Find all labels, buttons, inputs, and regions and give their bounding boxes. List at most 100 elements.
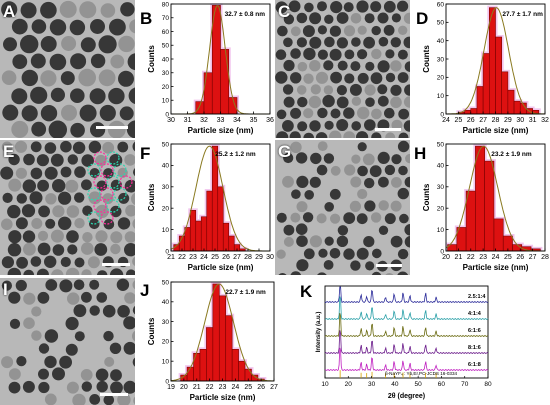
- x-tick-label: 60: [438, 381, 446, 388]
- y-tick-label: 10: [162, 227, 170, 234]
- x-tick-label: 70: [461, 381, 469, 388]
- y-tick-label: 80: [162, 1, 170, 8]
- histogram-bar: [465, 190, 476, 252]
- tem-particles-i: [0, 278, 135, 405]
- xrd-series-label: 6:1:6: [468, 328, 481, 334]
- histogram-j: 19 20 21 22 23 24 25 26 27 0 10 20 30 40 50 Particle si…: [137, 278, 279, 405]
- panel-label-c: C: [278, 2, 291, 21]
- histogram-bar: [184, 227, 191, 252]
- y-tick-label: 20: [162, 84, 170, 91]
- x-tick-label: 22: [206, 384, 214, 391]
- panel-label-d: D: [416, 9, 429, 28]
- x-tick-label: 31: [529, 117, 537, 124]
- tem-image-i: I: [0, 278, 135, 405]
- x-tick-label: 30: [516, 117, 524, 124]
- histogram-bar: [212, 283, 220, 382]
- gaussian-fit: [170, 145, 270, 252]
- histogram-d-plot: 24 25 26 27 28 29 30 31 32 0 10 20 30 40 50 60 Particle …: [422, 1, 549, 135]
- tem-particles-g: [275, 140, 410, 275]
- histogram-bar: [206, 327, 214, 382]
- x-tick-label: 25: [244, 384, 252, 391]
- histogram-bar: [220, 49, 230, 115]
- reference-label: β-NaYF₄ : Yb,Er,PC-JCDS 16-0334: [385, 371, 458, 376]
- tem-image-e: E: [0, 140, 135, 275]
- x-tick-label: 29: [504, 117, 512, 124]
- x-tick-label: 24: [492, 254, 500, 261]
- x-tick-label: 28: [244, 254, 252, 261]
- x-tick-label: 27: [479, 117, 487, 124]
- histogram-h: 20 21 22 23 24 25 26 27 28 0 10 20 30 40 50 Particle si…: [412, 140, 550, 275]
- panel-label-e: E: [3, 142, 15, 161]
- histogram-bar: [186, 366, 194, 382]
- histogram-bar: [195, 220, 202, 252]
- histogram-bar: [475, 145, 485, 252]
- xrd-trace: [324, 347, 489, 372]
- x-tick-label: 29: [255, 254, 263, 261]
- x-tick-label: 20: [180, 384, 188, 391]
- size-annotation: 23.2 ± 1.9 nm: [491, 151, 532, 158]
- x-tick-label: 30: [266, 254, 274, 261]
- y-tick-label: 40: [437, 38, 445, 45]
- histogram-bar: [199, 349, 207, 382]
- y-tick-label: 30: [162, 319, 170, 326]
- y-tick-label: 0: [165, 248, 169, 255]
- y-tick-label: 60: [437, 1, 445, 8]
- histogram-d: 24 25 26 27 28 29 30 31 32 0 10 20 30 40 50 60 Particle …: [412, 0, 550, 138]
- y-axis-label: Counts: [147, 183, 156, 211]
- x-axis-label: Particle size (nm): [463, 263, 529, 272]
- y-tick-label: 10: [162, 98, 170, 105]
- histogram-bar: [189, 210, 197, 252]
- histogram-bar: [484, 160, 495, 252]
- y-tick-label: 20: [162, 206, 170, 213]
- x-tick-label: 26: [222, 254, 230, 261]
- y-tick-label: 40: [437, 163, 445, 170]
- x-axis-label: Particle size (nm): [188, 126, 254, 135]
- tem-particles-c: [275, 0, 410, 138]
- histogram-j-plot: 19 20 21 22 23 24 25 26 27 0 10 20 30 40 50 Particle si…: [147, 279, 278, 402]
- x-tick-label: 33: [217, 117, 225, 124]
- y-tick-label: 0: [440, 248, 444, 255]
- y-tick-label: 40: [162, 56, 170, 63]
- scale-bar-c: [375, 128, 401, 131]
- size-annotation: 27.7 ± 1.7 nm: [502, 11, 543, 18]
- y-axis-label: Counts: [147, 317, 156, 345]
- panel-label-i: I: [3, 280, 8, 299]
- y-tick-label: 40: [162, 299, 170, 306]
- x-tick-label: 19: [167, 384, 175, 391]
- histogram-bar: [470, 108, 478, 115]
- y-tick-label: 10: [162, 359, 170, 366]
- x-tick-label: 30: [368, 381, 376, 388]
- histogram-bar: [495, 36, 502, 115]
- panel-label-k: K: [300, 282, 313, 301]
- y-tick-label: 20: [162, 339, 170, 346]
- x-tick-label: 32: [541, 117, 549, 124]
- y-tick-label: 0: [165, 111, 169, 118]
- histogram-bar: [200, 216, 208, 252]
- size-annotation: 22.7 ± 1.9 nm: [225, 289, 266, 296]
- y-tick-label: 40: [162, 163, 170, 170]
- xrd-trace: [324, 313, 489, 338]
- xrd-plot: 2.5:1:4 4:1:4 6:1:6 8:1:6 6:1:8 β-NaYF₄ : Yb,…: [316, 285, 492, 400]
- x-tick-label: 27: [529, 254, 537, 261]
- scale-bar-i: [100, 393, 128, 396]
- x-tick-label: 80: [484, 381, 492, 388]
- histogram-bar: [222, 222, 230, 252]
- tem-image-c: C: [275, 0, 410, 138]
- y-tick-label: 10: [437, 227, 445, 234]
- scale-bar-g: [376, 264, 402, 267]
- x-tick-label: 24: [200, 254, 208, 261]
- histogram-bar: [228, 235, 235, 252]
- xrd-series-label: 2.5:1:4: [468, 294, 486, 300]
- x-tick-label: 10: [321, 381, 329, 388]
- xrd-trace: [324, 286, 489, 304]
- x-tick-label: 23: [479, 254, 487, 261]
- histogram-f-plot: 21 22 23 24 25 26 27 28 29 3001020304050Particle …: [147, 141, 274, 272]
- histogram-f: 21 22 23 24 25 26 27 28 29 30 0 10 20 30 40 50 Particle …: [137, 140, 275, 275]
- histogram-bar: [225, 315, 233, 382]
- histogram-bar: [238, 360, 246, 382]
- histogram-bar: [489, 7, 496, 115]
- histogram-bar: [513, 100, 521, 115]
- xrd-series-label: 6:1:8: [468, 362, 481, 368]
- x-tick-label: 50: [415, 381, 423, 388]
- x-axis-label: Particle size (nm): [190, 393, 256, 402]
